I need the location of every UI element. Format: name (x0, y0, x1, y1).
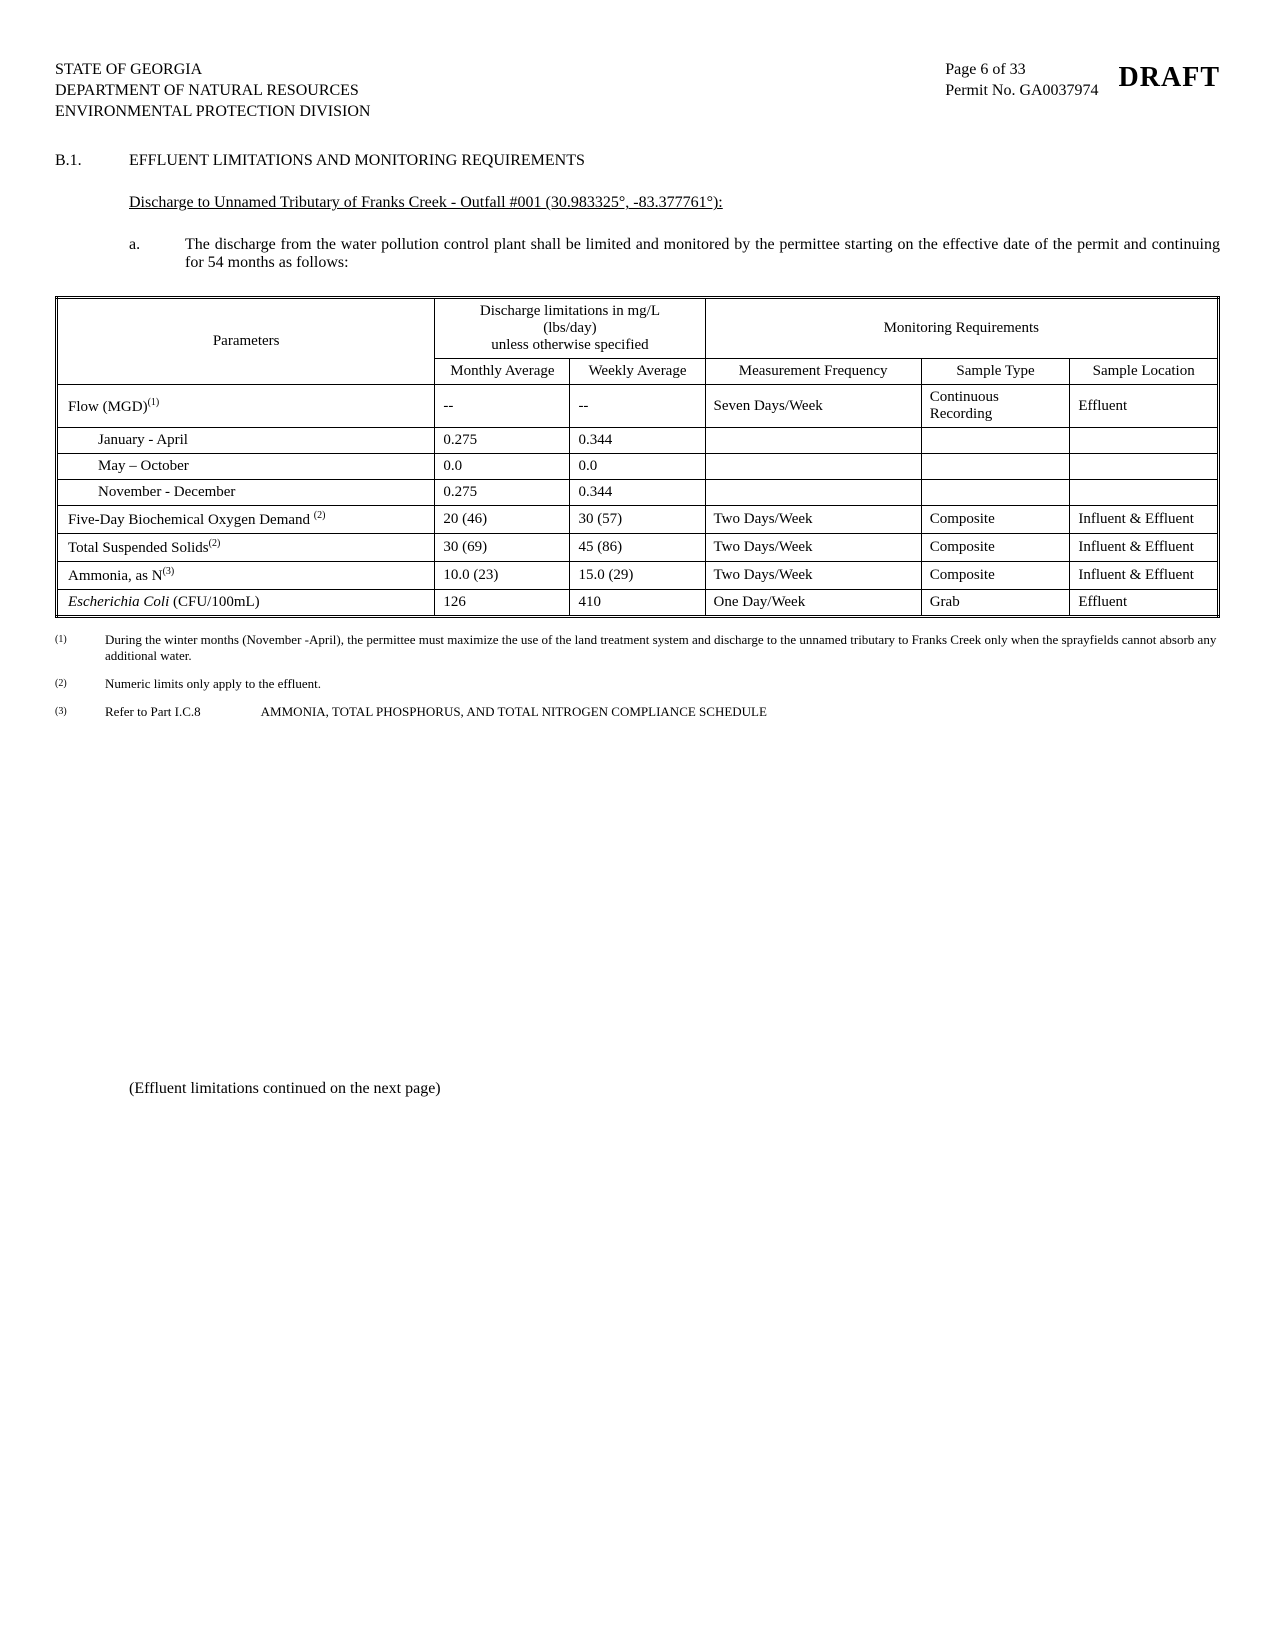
table-row: May – October 0.0 0.0 (57, 454, 1219, 480)
header-state: STATE OF GEORGIA (55, 60, 370, 81)
header-dept: DEPARTMENT OF NATURAL RESOURCES (55, 81, 370, 102)
header-right: Page 6 of 33 Permit No. GA0037974 DRAFT (945, 60, 1220, 102)
cell-ma: 20 (46) (435, 506, 570, 534)
cell-param: Five-Day Biochemical Oxygen Demand (2) (57, 506, 435, 534)
cell-type (921, 428, 1070, 454)
cell-freq (705, 428, 921, 454)
cell-type: Grab (921, 590, 1070, 617)
cell-loc: Influent & Effluent (1070, 562, 1219, 590)
section-title: EFFLUENT LIMITATIONS AND MONITORING REQU… (129, 152, 585, 170)
cell-wa: -- (570, 385, 705, 428)
cell-ma: 30 (69) (435, 534, 570, 562)
footnote-num: (3) (55, 704, 85, 717)
cell-ma: 0.275 (435, 480, 570, 506)
footnotes: (1) During the winter months (November -… (55, 632, 1220, 720)
table-row: November - December 0.275 0.344 (57, 480, 1219, 506)
footnote-text: Refer to Part I.C.8 AMMONIA, TOTAL PHOSP… (105, 704, 1220, 720)
th-monthly: Monthly Average (435, 359, 570, 385)
table-row: January - April 0.275 0.344 (57, 428, 1219, 454)
para-a-letter: a. (129, 236, 149, 272)
continued-note: (Effluent limitations continued on the n… (129, 1080, 1220, 1098)
cell-loc: Effluent (1070, 590, 1219, 617)
cell-param: Total Suspended Solids(2) (57, 534, 435, 562)
th-type: Sample Type (921, 359, 1070, 385)
cell-ma: 126 (435, 590, 570, 617)
th-monitoring: Monitoring Requirements (705, 298, 1218, 359)
header-left: STATE OF GEORGIA DEPARTMENT OF NATURAL R… (55, 60, 370, 122)
cell-freq (705, 454, 921, 480)
cell-type: Composite (921, 562, 1070, 590)
cell-freq: Seven Days/Week (705, 385, 921, 428)
cell-type (921, 480, 1070, 506)
discharge-subtitle: Discharge to Unnamed Tributary of Franks… (129, 194, 1220, 212)
cell-wa: 0.344 (570, 480, 705, 506)
cell-type: Continuous Recording (921, 385, 1070, 428)
cell-param: Flow (MGD)(1) (57, 385, 435, 428)
cell-freq (705, 480, 921, 506)
th-limits: Discharge limitations in mg/L (lbs/day) … (435, 298, 705, 359)
cell-ma: 0.0 (435, 454, 570, 480)
th-parameters: Parameters (57, 298, 435, 385)
cell-loc: Influent & Effluent (1070, 534, 1219, 562)
cell-param: Escherichia Coli (CFU/100mL) (57, 590, 435, 617)
draft-watermark: DRAFT (1119, 60, 1220, 96)
effluent-table: Parameters Discharge limitations in mg/L… (55, 296, 1220, 618)
th-weekly: Weekly Average (570, 359, 705, 385)
page-header: STATE OF GEORGIA DEPARTMENT OF NATURAL R… (55, 60, 1220, 122)
table-row: Flow (MGD)(1) -- -- Seven Days/Week Cont… (57, 385, 1219, 428)
para-a-text: The discharge from the water pollution c… (185, 236, 1220, 272)
cell-type: Composite (921, 506, 1070, 534)
cell-freq: Two Days/Week (705, 562, 921, 590)
header-permit: Permit No. GA0037974 (945, 81, 1098, 102)
cell-wa: 45 (86) (570, 534, 705, 562)
footnote-text: Numeric limits only apply to the effluen… (105, 676, 1220, 692)
cell-ma: 0.275 (435, 428, 570, 454)
table-row: Total Suspended Solids(2) 30 (69) 45 (86… (57, 534, 1219, 562)
cell-freq: Two Days/Week (705, 506, 921, 534)
cell-freq: Two Days/Week (705, 534, 921, 562)
cell-loc (1070, 428, 1219, 454)
cell-loc (1070, 480, 1219, 506)
section-number: B.1. (55, 152, 105, 170)
cell-freq: One Day/Week (705, 590, 921, 617)
cell-wa: 0.344 (570, 428, 705, 454)
footnote-text: During the winter months (November -Apri… (105, 632, 1220, 664)
footnote-num: (1) (55, 632, 85, 645)
cell-wa: 0.0 (570, 454, 705, 480)
cell-wa: 30 (57) (570, 506, 705, 534)
footnote-3: (3) Refer to Part I.C.8 AMMONIA, TOTAL P… (55, 704, 1220, 720)
cell-loc: Effluent (1070, 385, 1219, 428)
footnote-1: (1) During the winter months (November -… (55, 632, 1220, 664)
table-header-row-1: Parameters Discharge limitations in mg/L… (57, 298, 1219, 359)
table-row: Escherichia Coli (CFU/100mL) 126 410 One… (57, 590, 1219, 617)
cell-type: Composite (921, 534, 1070, 562)
cell-param: May – October (57, 454, 435, 480)
cell-loc: Influent & Effluent (1070, 506, 1219, 534)
cell-ma: -- (435, 385, 570, 428)
cell-type (921, 454, 1070, 480)
table-row: Ammonia, as N(3) 10.0 (23) 15.0 (29) Two… (57, 562, 1219, 590)
cell-param: November - December (57, 480, 435, 506)
cell-loc (1070, 454, 1219, 480)
header-division: ENVIRONMENTAL PROTECTION DIVISION (55, 102, 370, 123)
th-freq: Measurement Frequency (705, 359, 921, 385)
header-page: Page 6 of 33 (945, 60, 1098, 81)
section-heading: B.1. EFFLUENT LIMITATIONS AND MONITORING… (55, 152, 1220, 170)
cell-wa: 15.0 (29) (570, 562, 705, 590)
paragraph-a: a. The discharge from the water pollutio… (129, 236, 1220, 272)
cell-wa: 410 (570, 590, 705, 617)
table-row: Five-Day Biochemical Oxygen Demand (2) 2… (57, 506, 1219, 534)
cell-param: January - April (57, 428, 435, 454)
footnote-2: (2) Numeric limits only apply to the eff… (55, 676, 1220, 692)
cell-ma: 10.0 (23) (435, 562, 570, 590)
footnote-num: (2) (55, 676, 85, 689)
cell-param: Ammonia, as N(3) (57, 562, 435, 590)
th-loc: Sample Location (1070, 359, 1219, 385)
